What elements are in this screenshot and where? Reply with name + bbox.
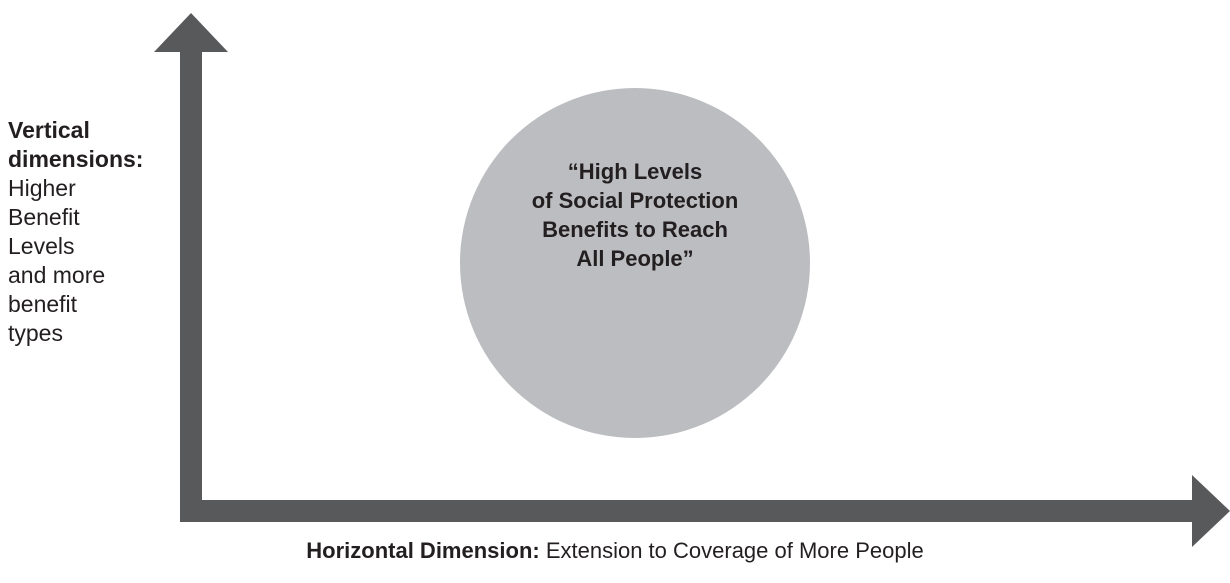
vertical-axis-title: Vertical dimensions: xyxy=(8,117,144,172)
circle-label-line-1: “High Levels xyxy=(567,159,703,184)
coverage-circle xyxy=(460,88,810,438)
circle-label-line-2: of Social Protection xyxy=(531,188,739,213)
vertical-axis-line-4: and more xyxy=(8,262,106,288)
horizontal-axis-line xyxy=(180,500,1195,522)
vertical-axis-line-5: benefit xyxy=(8,291,78,317)
vertical-axis-label: Vertical dimensions: Higher Benefit Leve… xyxy=(8,116,178,348)
horizontal-axis-text: Extension to Coverage of More People xyxy=(545,538,924,563)
horizontal-axis-arrowhead xyxy=(1192,475,1230,547)
circle-label-line-3: Benefits to Reach xyxy=(542,217,728,242)
vertical-axis-line-1: Higher xyxy=(8,175,76,201)
horizontal-axis-label: Horizontal Dimension: Extension to Cover… xyxy=(0,537,1230,565)
vertical-axis-line xyxy=(180,48,202,522)
horizontal-axis-title: Horizontal Dimension: xyxy=(306,538,546,563)
vertical-axis-line-6: types xyxy=(8,320,63,346)
vertical-axis-arrowhead xyxy=(154,13,228,52)
circle-label-line-4: All People” xyxy=(576,246,694,271)
vertical-axis-line-3: Levels xyxy=(8,233,75,259)
vertical-axis-line-2: Benefit xyxy=(8,204,80,230)
circle-label: “High Levels of Social Protection Benefi… xyxy=(470,157,800,273)
